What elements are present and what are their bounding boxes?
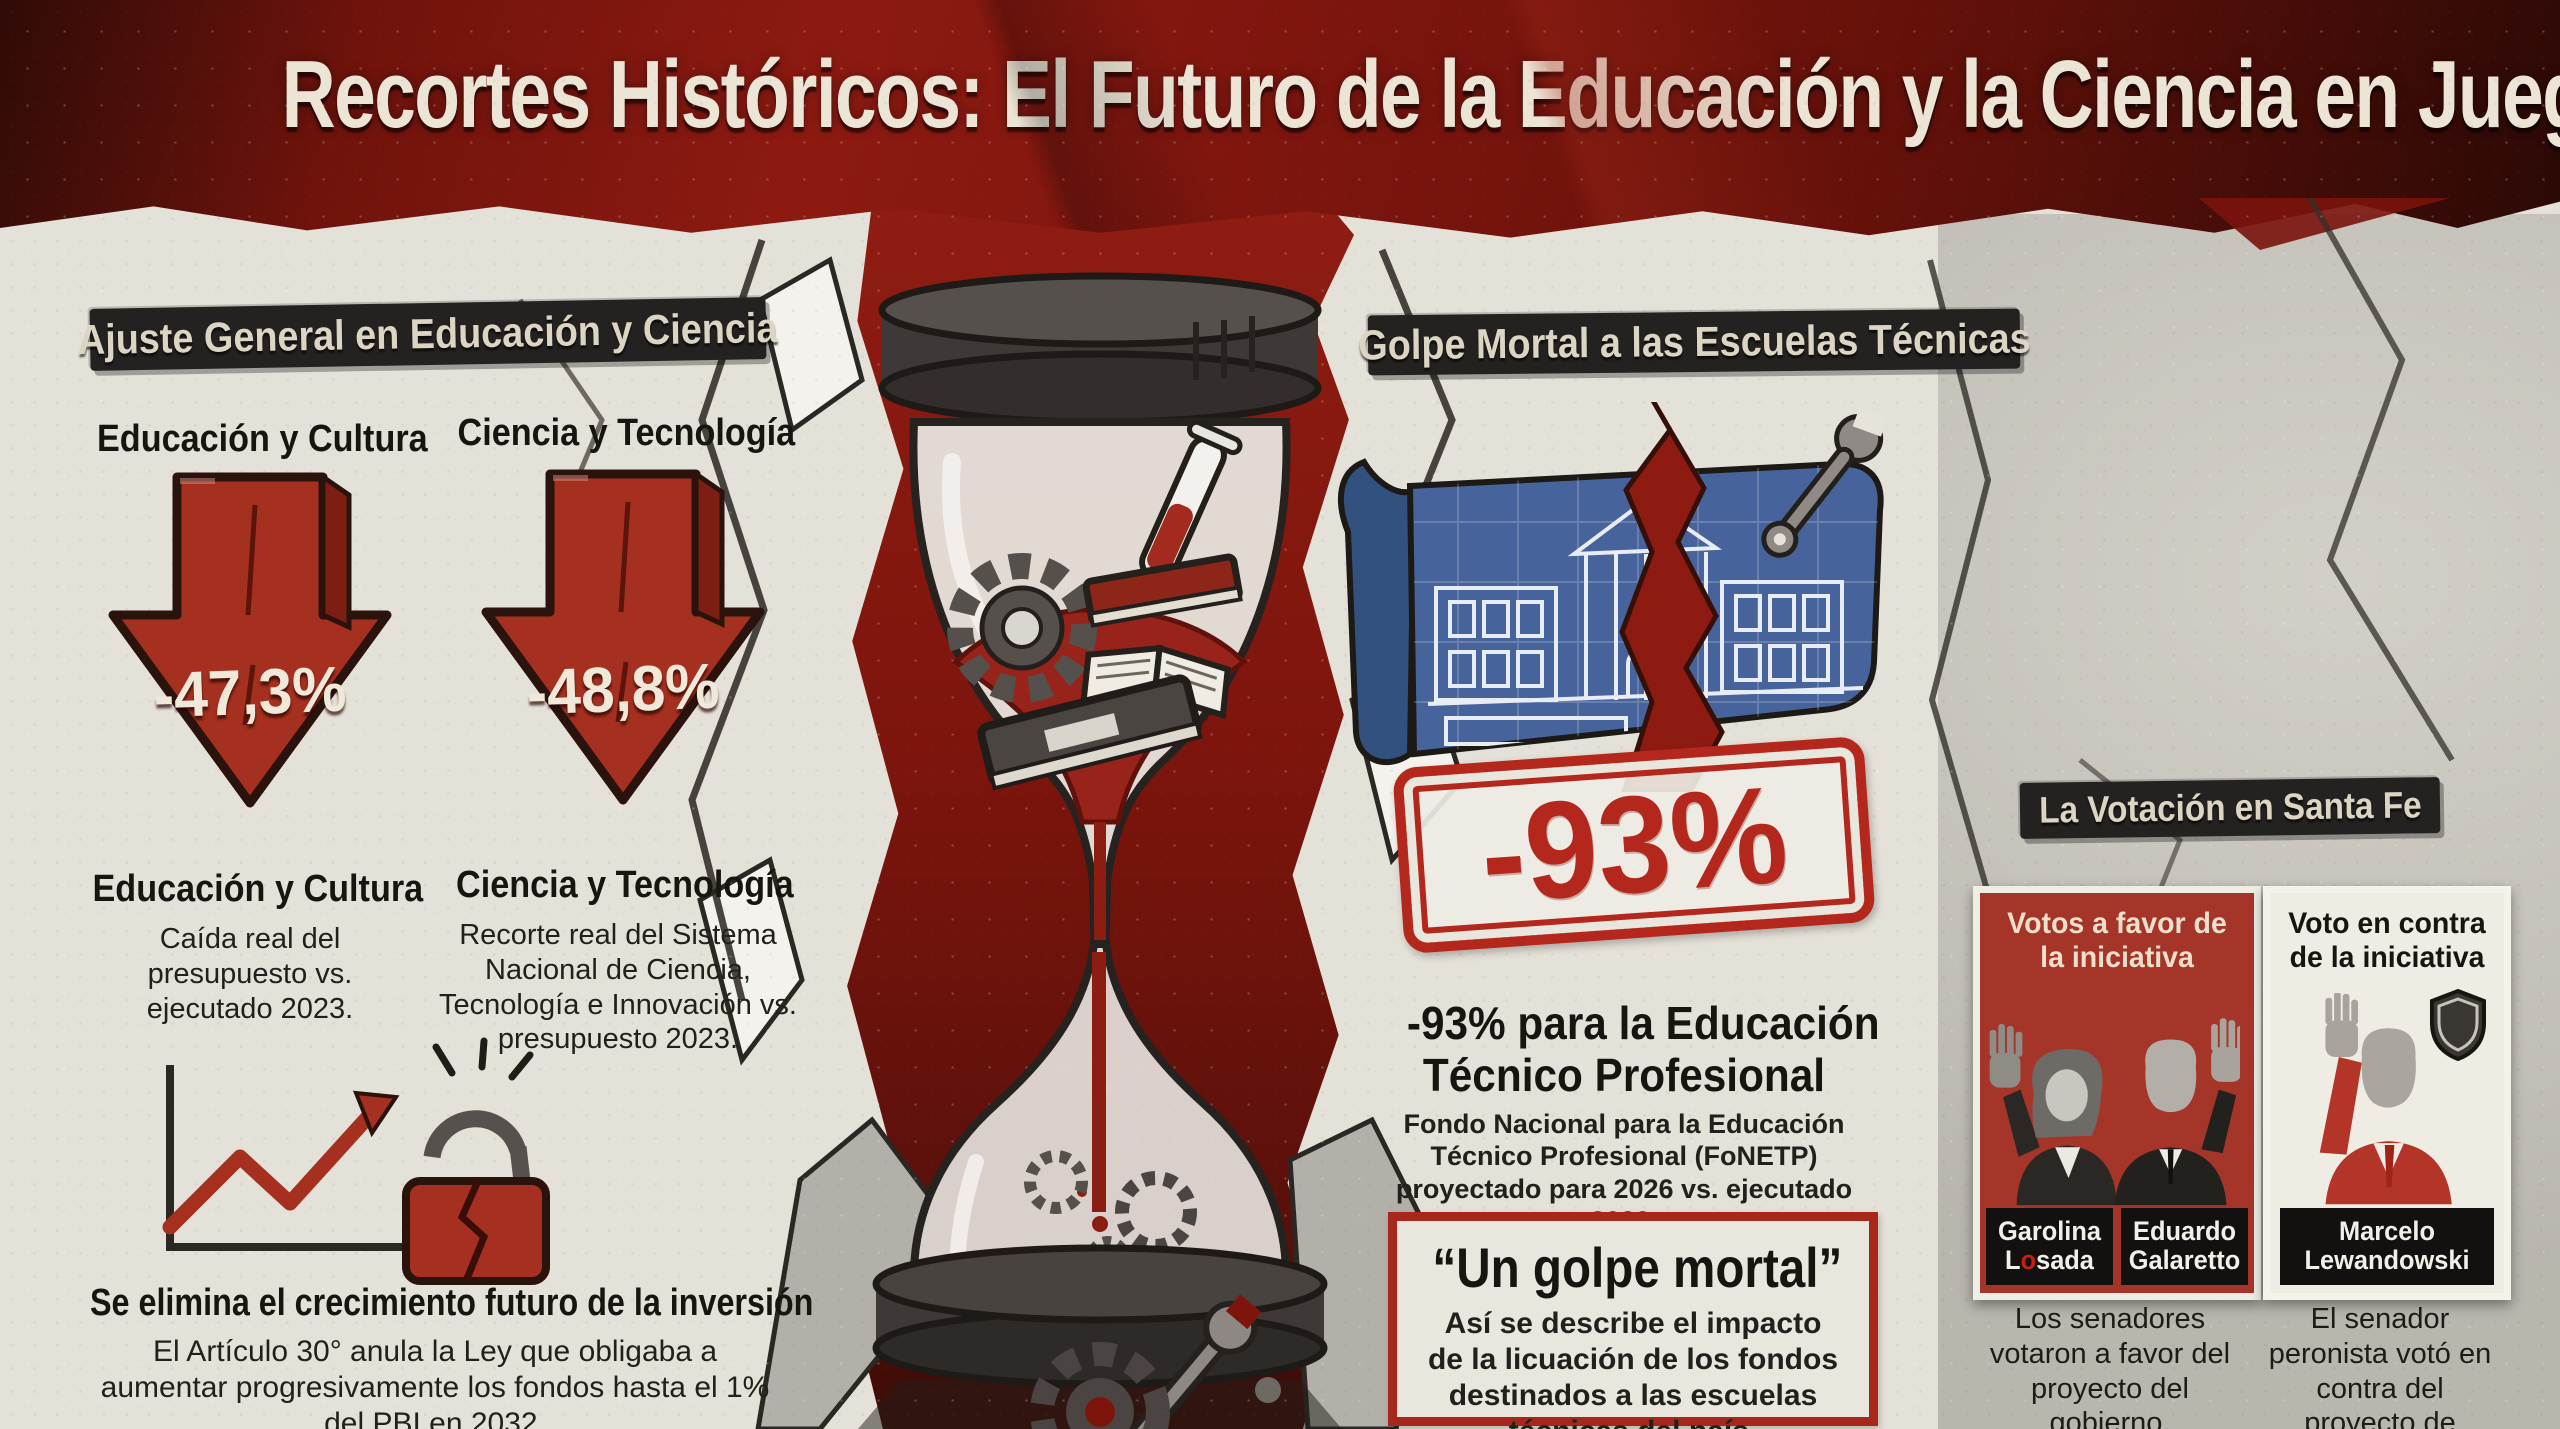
shield-icon (2430, 988, 2486, 1062)
against-name-row: Marcelo Lewandowski (2280, 1207, 2494, 1285)
pct-education: -47,3% (152, 652, 348, 732)
senators-raised-hands-icon (1989, 1018, 2240, 1206)
column2-sublabel: Ciencia y Tecnología (456, 864, 794, 906)
favor-name-row: Garolina Losada Eduardo Galaretto (1986, 1207, 2248, 1285)
down-arrow-education: -47,3% (105, 465, 395, 815)
broken-lock-chart-icon (162, 1037, 550, 1285)
senator-raised-hand-icon (2319, 993, 2452, 1205)
hourglass-illustration (872, 272, 1328, 1429)
against-caption: El senador peronista votó en contra del … (2268, 1303, 2492, 1429)
pct-science: -48,8% (525, 649, 721, 729)
down-arrow-science: -48,8% (478, 462, 768, 812)
vote-card-against-header: Voto en contra de la iniciativa (2288, 907, 2486, 974)
stamp-93: -93% (1392, 735, 1876, 955)
wrench-icon (1761, 407, 1888, 558)
right-heading-line1: -93% para la Educación (1406, 997, 1880, 1049)
right-section-badge: Golpe Mortal a las Escuelas Técnicas (1358, 308, 2030, 376)
column2-desc: Recorte real del Sistema Nacional de Cie… (439, 919, 797, 1056)
name-box-losada: Garolina Losada (1986, 1207, 2113, 1285)
column2-label: Ciencia y Tecnología (457, 412, 796, 454)
vote-card-favor-header: Votos a favor de la iniciativa (2007, 907, 2227, 974)
quote-desc: Así se describe el impacto de la licuaci… (1427, 1307, 1839, 1429)
vote-card-against: Voto en contra de la iniciativa Marcelo … (2263, 886, 2511, 1300)
name-box-lewandowski: Marcelo Lewandowski (2280, 1207, 2494, 1285)
stamp-value: -93% (1475, 757, 1792, 932)
votes-section-badge: La Votación en Santa Fe (2019, 777, 2441, 839)
right-desc: Fondo Nacional para la Educación Técnico… (1395, 1109, 1853, 1236)
quote-title: “Un golpe mortal” (1432, 1236, 1843, 1299)
left-note-title: Se elimina el crecimiento futuro de la i… (90, 1282, 814, 1324)
column1-label: Educación y Cultura (97, 418, 428, 460)
name-box-galaretto: Eduardo Galaretto (2121, 1207, 2248, 1285)
left-section-badge: Ajuste General en Educación y Ciencia (78, 297, 778, 371)
blueprint-illustration (1337, 402, 1888, 792)
down-arrow-icon (481, 469, 765, 805)
red-book-icon (1082, 553, 1243, 628)
quote-box: “Un golpe mortal” Así se describe el imp… (1388, 1212, 1878, 1429)
down-arrow-icon (108, 472, 392, 808)
dark-book-icon (977, 674, 1203, 791)
left-note-desc: El Artículo 30° anula la Ley que obligab… (100, 1335, 770, 1429)
column1-sublabel: Educación y Cultura (92, 868, 424, 910)
column1-desc: Caída real del presupuesto vs. ejecutado… (146, 923, 354, 1025)
page-title: Recortes Históricos: El Futuro de la Edu… (281, 41, 2560, 148)
vote-card-favor: Votos a favor de la iniciativa (1973, 886, 2261, 1300)
right-heading-line2: Técnico Profesional (1422, 1049, 1826, 1101)
test-tube-icon (1139, 419, 1243, 583)
title-banner: Recortes Históricos: El Futuro de la Edu… (0, 0, 2560, 238)
favor-caption: Los senadores votaron a favor del proyec… (1989, 1303, 2231, 1429)
